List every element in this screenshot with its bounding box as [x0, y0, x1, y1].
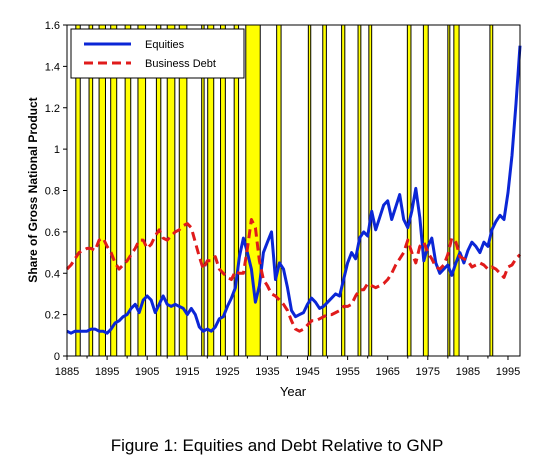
- y-tick-label: 0.6: [45, 227, 60, 239]
- x-tick-label: 1965: [375, 366, 399, 378]
- recession-bands: [75, 24, 494, 357]
- recession-band: [307, 24, 312, 357]
- y-axis-ticks: 0 0.2 0.4 0.6 0.8 1 1.2 1.4 1.6: [45, 20, 67, 363]
- legend: Equities Business Debt: [70, 28, 245, 79]
- y-tick-label: 0.2: [45, 310, 60, 322]
- x-tick-label: 1905: [135, 366, 159, 378]
- y-tick-label: 1.4: [45, 61, 60, 73]
- x-axis-label: Year: [280, 384, 307, 399]
- x-tick-label: 1985: [456, 366, 480, 378]
- x-tick-label: 1915: [175, 366, 199, 378]
- series-line-equities: [66, 45, 522, 335]
- recession-band: [368, 24, 373, 357]
- y-tick-label: 1: [54, 144, 60, 156]
- y-tick-label: 0: [54, 351, 60, 363]
- recession-band: [245, 24, 261, 357]
- y-axis-label: Share of Gross National Product: [26, 97, 40, 282]
- x-tick-label: 1975: [416, 366, 440, 378]
- x-tick-label: 1955: [335, 366, 359, 378]
- y-tick-label: 0.8: [45, 186, 60, 198]
- x-tick-label: 1995: [496, 366, 520, 378]
- series-lines: [65, 45, 522, 335]
- figure-caption: Figure 1: Equities and Debt Relative to …: [110, 436, 444, 455]
- y-tick-label: 0.4: [45, 268, 60, 280]
- recession-band: [489, 24, 494, 357]
- recession-band: [276, 24, 282, 357]
- x-tick-label: 1885: [55, 366, 79, 378]
- x-tick-label: 1945: [295, 366, 319, 378]
- legend-label: Business Debt: [145, 58, 216, 70]
- recession-band: [422, 24, 429, 357]
- x-tick-label: 1925: [215, 366, 239, 378]
- series-line-business-debt: [65, 218, 522, 333]
- y-tick-label: 1.2: [45, 103, 60, 115]
- chart: 1885 1895 1905 1915 1925 1935 1945 1955 1965 1975…: [26, 20, 522, 399]
- y-tick-label: 1.6: [45, 20, 60, 32]
- x-axis-ticks: 1885 1895 1905 1915 1925 1935 1945 1955 1965 1975…: [55, 356, 520, 378]
- x-tick-label: 1895: [95, 366, 119, 378]
- recession-band: [406, 24, 412, 357]
- recession-band: [447, 24, 451, 357]
- legend-box: [70, 28, 245, 79]
- recession-band: [357, 24, 362, 357]
- x-tick-label: 1935: [255, 366, 279, 378]
- recession-band: [453, 24, 460, 357]
- legend-label: Equities: [145, 39, 185, 51]
